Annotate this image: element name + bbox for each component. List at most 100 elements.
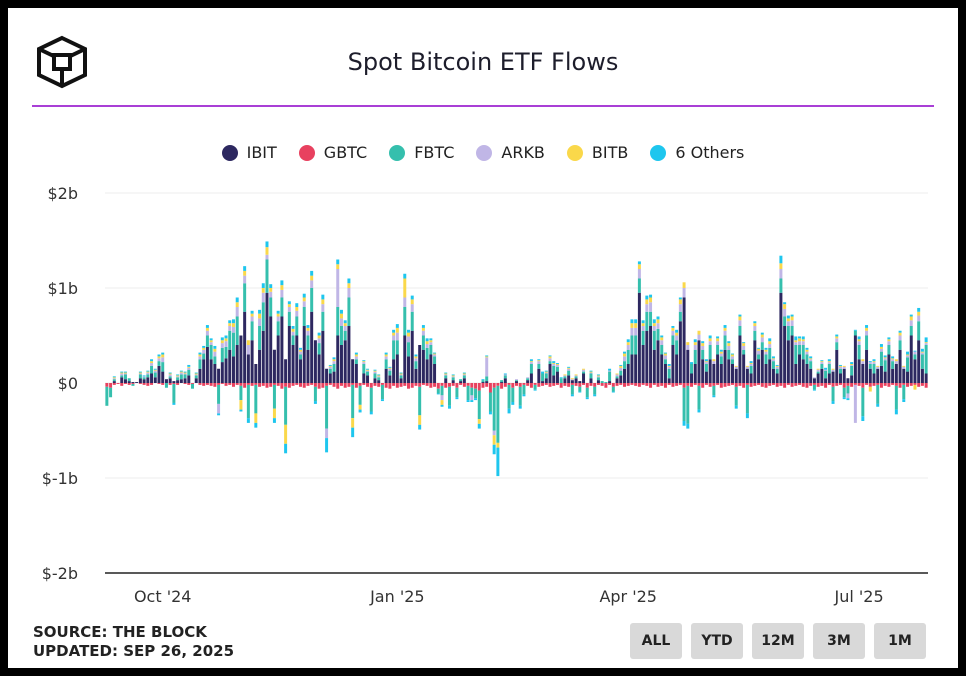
legend-item[interactable]: 6 Others <box>650 143 744 162</box>
bar-segment <box>444 374 448 376</box>
bar-segment <box>306 349 310 383</box>
bar-segment <box>786 340 790 383</box>
bar-segment <box>675 335 679 341</box>
bar-segment <box>168 374 172 377</box>
bar-segment <box>194 375 198 379</box>
bar-segment <box>853 384 857 423</box>
bar-segment <box>690 373 694 383</box>
bar-segment <box>179 374 183 380</box>
bar-segment <box>235 345 239 383</box>
bar-segment <box>280 316 284 383</box>
bar-segment <box>388 368 392 371</box>
bar-segment <box>179 370 183 372</box>
bar-segment <box>809 358 813 360</box>
bar-segment <box>377 376 381 378</box>
bar-segment <box>831 371 835 383</box>
bar-segment <box>354 383 358 388</box>
bar-segment <box>351 384 355 419</box>
bar-segment <box>816 368 820 370</box>
bar-segment <box>824 369 828 371</box>
bar-segment <box>552 363 556 364</box>
bar-segment <box>135 382 139 383</box>
range-button-ytd[interactable]: YTD <box>691 623 743 659</box>
bar-segment <box>920 368 924 383</box>
bar-segment <box>146 372 150 375</box>
bar-segment <box>302 293 306 298</box>
bar-segment <box>742 345 746 350</box>
bar-segment <box>555 383 559 385</box>
bar-segment <box>507 408 511 414</box>
bar-segment <box>179 371 183 373</box>
bar-segment <box>414 368 418 383</box>
bar-segment <box>153 368 157 370</box>
bar-segment <box>187 369 191 376</box>
bar-segment <box>805 383 809 388</box>
range-button-3m[interactable]: 3M <box>813 623 865 659</box>
bar-segment <box>120 375 124 378</box>
legend-item[interactable]: ARKB <box>476 143 545 162</box>
bar-segment <box>481 380 485 383</box>
bar-segment <box>641 345 645 383</box>
bar-segment <box>723 325 727 328</box>
bar-segment <box>667 368 671 379</box>
bar-segment <box>805 347 809 350</box>
bar-segment <box>161 354 165 358</box>
bar-segment <box>261 383 265 386</box>
bar-segment <box>660 345 664 355</box>
bar-segment <box>477 419 481 424</box>
bar-segment <box>678 297 682 300</box>
bar-segment <box>667 366 671 369</box>
bar-segment <box>798 338 802 342</box>
bar-segment <box>734 383 738 387</box>
bar-segment <box>731 353 734 355</box>
bar-segment <box>686 349 690 383</box>
bar-segment <box>451 376 455 378</box>
bar-segment <box>440 383 444 386</box>
bar-segment <box>704 359 708 362</box>
bar-segment <box>518 386 522 406</box>
bar-segment <box>213 356 217 364</box>
bar-segment <box>470 387 474 396</box>
bar-segment <box>742 342 746 344</box>
bar-segment <box>582 369 586 372</box>
bar-segment <box>451 377 455 381</box>
bar-segment <box>183 378 187 383</box>
bar-segment <box>753 326 757 331</box>
bar-segment <box>894 364 898 383</box>
bar-segment <box>403 273 407 279</box>
bar-segment <box>168 378 172 383</box>
bar-segment <box>254 364 258 383</box>
bar-segment <box>321 383 325 388</box>
range-button-1m[interactable]: 1M <box>874 623 926 659</box>
bar-segment <box>753 383 757 386</box>
bar-segment <box>719 351 723 354</box>
bar-segment <box>224 346 228 359</box>
bar-segment <box>522 394 526 397</box>
range-button-all[interactable]: ALL <box>630 623 682 659</box>
legend-item[interactable]: IBIT <box>221 143 277 162</box>
bar-segment <box>421 349 425 383</box>
bar-segment <box>231 319 235 324</box>
source-text: SOURCE: THE BLOCK <box>33 623 207 641</box>
bar-segment <box>619 370 623 376</box>
bar-segment <box>276 310 280 314</box>
bar-segment <box>801 345 805 360</box>
bar-segment <box>757 383 761 385</box>
legend-item[interactable]: FBTC <box>389 143 454 162</box>
legend-item[interactable]: BITB <box>566 143 628 162</box>
bar-segment <box>660 383 664 386</box>
bar-segment <box>339 326 343 345</box>
bar-segment <box>697 385 701 410</box>
bar-segment <box>529 359 533 362</box>
bar-segment <box>693 364 697 383</box>
bar-segment <box>697 334 701 341</box>
bar-segment <box>310 280 314 288</box>
bar-segment <box>265 247 269 255</box>
bar-segment <box>634 383 638 386</box>
bar-segment <box>153 370 157 373</box>
bar-segment <box>678 299 682 305</box>
bar-segment <box>768 344 772 348</box>
bar-segment <box>351 383 355 385</box>
legend-item[interactable]: GBTC <box>298 143 367 162</box>
range-button-12m[interactable]: 12M <box>752 623 804 659</box>
